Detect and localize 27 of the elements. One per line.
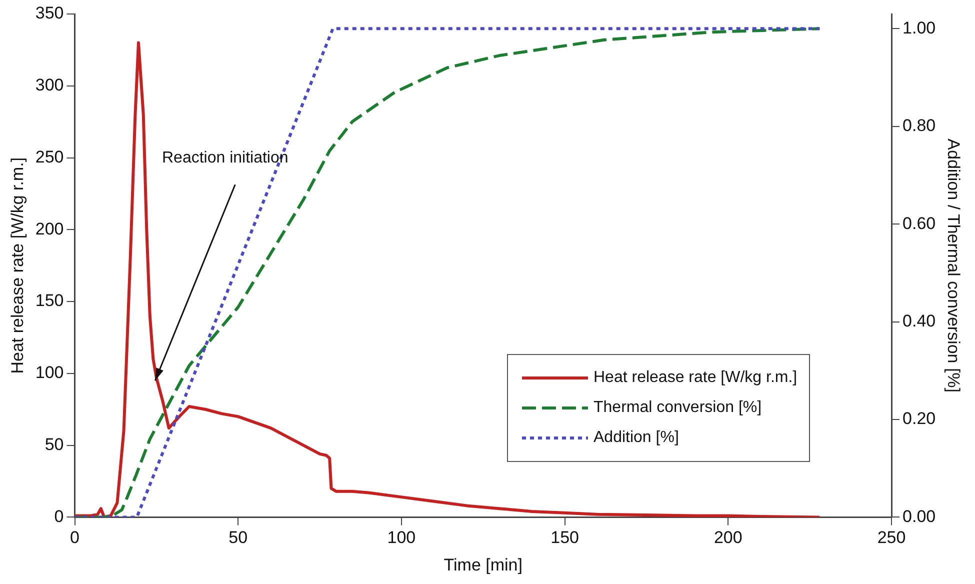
x-tick-label: 0 [70,528,80,548]
x-tick-label: 200 [714,528,742,548]
y-tick-label: 300 [35,76,64,95]
y2-tick-label: 0.60 [902,214,936,233]
x-tick-label: 100 [387,528,416,548]
x-axis-title: Time [min] [444,555,522,574]
y-tick-label: 350 [35,4,64,23]
legend-label: Heat release rate [W/kg r.m.] [594,369,798,388]
x-tick-label: 150 [550,528,579,548]
y2-axis-title: Addition / Thermal conversion [%] [944,138,964,393]
y2-tick-label: 0.00 [902,506,936,526]
y-axis-title: Heat release rate [W/kg r.m.] [8,157,27,374]
x-tick-label: 50 [228,528,248,548]
legend-label: Addition [%] [594,429,679,448]
y2-tick-label: 0.40 [902,311,936,330]
y-tick-label: 250 [35,147,64,166]
annotation: Reaction initiation [162,150,288,167]
y2-tick-label: 0.20 [902,409,936,428]
y2-tick-label: 1.00 [902,18,936,38]
y-tick-label: 100 [35,363,64,382]
y-tick-label: 0 [54,506,64,526]
x-tick-label: 250 [877,528,906,548]
y-tick-label: 200 [35,219,64,238]
y-tick-label: 150 [35,291,64,310]
legend-label: Thermal conversion [%] [594,399,762,418]
y2-tick-label: 0.80 [902,116,936,136]
y-tick-label: 50 [44,435,64,454]
